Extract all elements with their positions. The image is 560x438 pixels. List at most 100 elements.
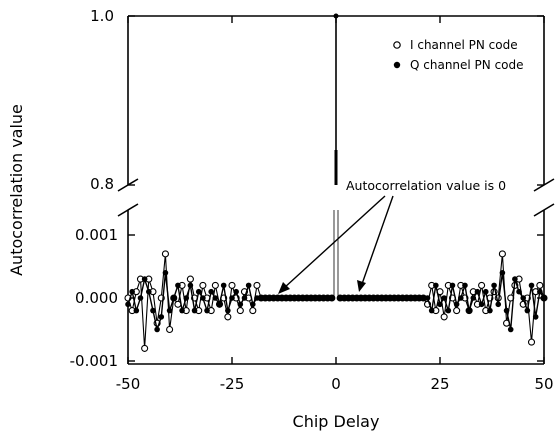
data-point-q: [158, 314, 165, 320]
annotation-text: Autocorrelation value is 0: [346, 178, 506, 193]
data-point-q: [291, 295, 298, 301]
data-point-q: [175, 282, 181, 289]
data-point-q: [437, 301, 443, 308]
data-point-q: [354, 295, 360, 301]
data-point-q: [166, 307, 173, 314]
data-point-i: [527, 338, 536, 346]
data-point-q: [466, 307, 472, 314]
data-point-q: [520, 295, 526, 301]
data-point-q: [383, 295, 389, 301]
data-point-q: [491, 282, 497, 289]
data-point-q: [162, 270, 169, 276]
data-point-q: [433, 282, 439, 289]
data-point-q: [420, 295, 427, 301]
y-tick-label-0.000: 0.000: [75, 289, 118, 307]
series-layer: [124, 13, 548, 352]
data-point-i: [440, 313, 448, 321]
x-tick-label-neg25: -25: [220, 375, 245, 393]
annotation-arrow-right: [361, 195, 394, 285]
data-point-q: [412, 295, 418, 301]
data-point-q: [453, 301, 460, 308]
data-point-q: [324, 295, 331, 301]
data-point-q: [179, 307, 185, 314]
data-point-i: [478, 281, 486, 289]
data-point-q: [129, 288, 135, 295]
x-tick-label-neg50: -50: [116, 375, 141, 393]
arrowhead-right-icon: [357, 280, 366, 292]
axis-break-left-lower: [117, 203, 139, 217]
data-point-q: [474, 288, 481, 295]
data-point-q: [524, 307, 531, 314]
data-point-q: [266, 295, 273, 301]
data-point-q: [270, 295, 277, 301]
data-point-q: [212, 295, 219, 301]
data-point-q: [254, 295, 260, 301]
data-point-q: [146, 288, 152, 295]
data-point-q: [482, 288, 489, 295]
data-point-q: [137, 295, 144, 301]
data-point-q: [424, 295, 431, 301]
arrowhead-left-icon: [278, 282, 290, 294]
annotation-arrow-left: [283, 195, 386, 289]
data-point-q: [403, 295, 410, 301]
data-point-q: [329, 295, 335, 301]
data-point-q: [208, 288, 214, 295]
data-point-q: [154, 326, 160, 333]
data-point-i: [228, 281, 236, 289]
data-point-i: [161, 250, 169, 258]
y-tick-label-1.0: 1.0: [90, 7, 114, 25]
data-point-q: [366, 295, 373, 301]
data-point-q: [462, 282, 468, 289]
data-point-q: [308, 295, 314, 301]
data-point-q: [358, 295, 364, 301]
data-point-q: [220, 282, 227, 289]
data-point-q: [470, 295, 477, 301]
series-i-channel: [124, 250, 548, 352]
data-point-q: [478, 301, 485, 308]
data-point-q: [287, 295, 294, 301]
data-point-q: [229, 295, 235, 301]
data-point-q: [283, 295, 289, 301]
data-point-q: [516, 288, 522, 295]
y-tick-label-0.001: 0.001: [75, 226, 118, 244]
data-point-q: [295, 295, 302, 301]
data-point-i: [253, 281, 261, 289]
data-point-i: [249, 307, 257, 315]
data-point-q: [416, 295, 423, 301]
data-point-q: [537, 288, 543, 295]
legend-label-i-channel: I channel PN code: [410, 38, 518, 52]
data-point-q: [262, 295, 269, 301]
data-point-q: [274, 295, 281, 301]
data-point-q: [141, 276, 148, 282]
data-point-q: [441, 295, 447, 301]
data-point-q: [258, 295, 264, 301]
data-point-q: [445, 307, 452, 314]
peak-point: [333, 13, 339, 19]
data-point-i: [498, 250, 506, 258]
data-point-q: [320, 295, 327, 301]
data-point-q: [216, 301, 223, 308]
data-point-q: [233, 288, 239, 295]
y-tick-label-neg0.001: -0.001: [70, 352, 118, 370]
data-point-q: [191, 307, 198, 314]
legend: I channel PN code Q channel PN code: [393, 38, 524, 72]
data-point-q: [449, 282, 456, 289]
data-point-q: [391, 295, 398, 301]
data-point-q: [499, 270, 506, 276]
data-point-q: [304, 295, 310, 301]
data-point-q: [312, 295, 319, 301]
data-point-q: [279, 295, 285, 301]
data-point-i: [211, 281, 219, 289]
data-point-q: [170, 295, 177, 301]
data-point-q: [337, 295, 343, 301]
data-point-q: [345, 295, 352, 301]
data-point-q: [408, 295, 414, 301]
data-point-q: [528, 282, 535, 289]
data-point-q: [374, 295, 381, 301]
data-point-q: [428, 307, 435, 314]
data-point-q: [245, 282, 252, 289]
x-tick-label-25: 25: [430, 375, 449, 393]
data-point-q: [183, 295, 190, 301]
data-point-q: [237, 301, 244, 308]
